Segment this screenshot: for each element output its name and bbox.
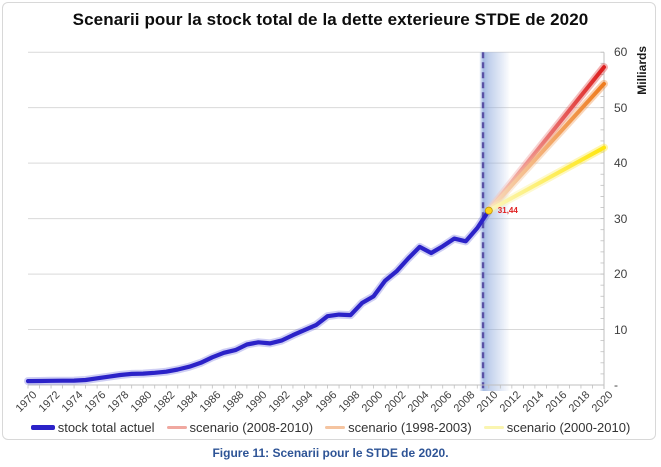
scenario-line <box>486 81 606 213</box>
legend-swatch-icon <box>325 426 346 429</box>
legend-item: stock total actuel <box>30 420 155 435</box>
legend-item: scenario (2000-2010) <box>483 420 631 435</box>
endpoint-marker <box>484 206 493 215</box>
legend-label: stock total actuel <box>57 420 155 435</box>
legend-label: scenario (1998-2003) <box>348 420 472 435</box>
y-tick-label: 10 <box>614 322 628 337</box>
legend-label: scenario (2000-2010) <box>506 420 631 435</box>
chart-frame <box>2 2 656 440</box>
legend-item: scenario (1998-2003) <box>325 420 472 435</box>
highlight-band <box>479 52 510 391</box>
y-tick-label: 20 <box>614 267 628 282</box>
chart-legend: stock total actuel scenario (2008-2010) sc… <box>0 420 661 435</box>
y-tick-label: 30 <box>614 211 628 226</box>
y-tick-label: 60 <box>614 45 628 60</box>
y-tick-label: - <box>614 378 618 392</box>
figure-caption: Figure 11: Scenarii pour le STDE de 2020… <box>212 446 449 460</box>
legend-swatch-icon <box>30 425 55 430</box>
y-axis-title: Milliards <box>635 46 649 95</box>
legend-label: scenario (2008-2010) <box>189 420 314 435</box>
y-tick-label: 50 <box>614 100 628 115</box>
chart-title: Scenarii pour la stock total de la dette… <box>72 10 589 29</box>
legend-item: scenario (2008-2010) <box>166 420 314 435</box>
scenario-line <box>486 145 606 213</box>
legend-swatch-icon <box>483 426 504 429</box>
actual-line-glow <box>24 206 493 386</box>
data-point-label: 31,44 <box>497 205 518 215</box>
y-tick-label: 40 <box>614 156 628 171</box>
legend-swatch-icon <box>166 426 187 429</box>
series-line-actual <box>25 208 491 384</box>
